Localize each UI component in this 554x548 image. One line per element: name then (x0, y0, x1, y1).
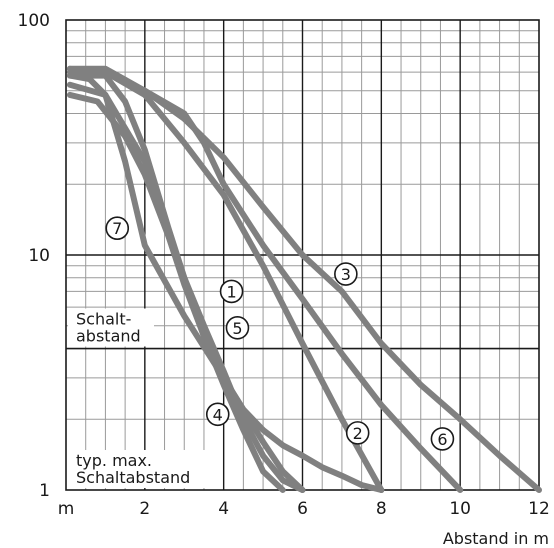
schaltabstand-label-line2: abstand (76, 327, 141, 346)
series-marker-label: 1 (226, 282, 236, 301)
x-tick-label: 10 (449, 499, 471, 519)
y-tick-label: 1 (39, 481, 50, 501)
series-marker-circle (430, 427, 455, 451)
x-axis-label: Abstand in m (443, 529, 549, 548)
x-tick-label: 2 (139, 499, 150, 519)
series-marker-circle (219, 279, 244, 304)
series-marker-circle (205, 402, 230, 427)
series-marker-label: 6 (437, 430, 447, 449)
schaltabstand-label-line1: Schalt- (76, 310, 131, 329)
x-tick-label: m (58, 499, 75, 519)
series-marker-circle (105, 216, 130, 241)
typ-bg (68, 450, 210, 488)
y-tick-label: 10 (28, 246, 50, 266)
grid (65, 19, 540, 491)
series-line (66, 65, 464, 493)
x-tick-label: 12 (528, 499, 550, 519)
series-marker-label: 5 (232, 319, 242, 338)
series-marker-circle (345, 421, 370, 445)
x-tick-label: 6 (297, 499, 308, 519)
series-line (66, 81, 286, 493)
series-marker-label: 3 (341, 265, 351, 284)
typ-label-line1: typ. max. (76, 451, 152, 470)
series-marker-label: 7 (112, 219, 122, 238)
x-tick-label: 4 (218, 499, 229, 519)
schaltabstand-bg (68, 308, 154, 347)
annotations: 1 2 3 4 5 6 7 Schalt-abstand typ. max.Schaltabst… (68, 216, 455, 488)
series-marker-label: 2 (353, 424, 363, 443)
series-marker-circle (225, 316, 250, 340)
series-marker-label: 4 (213, 405, 223, 424)
y-tick-label: 100 (18, 11, 50, 31)
series-line (66, 72, 306, 493)
series-marker-circle (334, 262, 358, 286)
x-tick-label: 8 (376, 499, 387, 519)
series-group (66, 65, 542, 493)
typ-label-line2: Schaltabstand (76, 468, 190, 487)
